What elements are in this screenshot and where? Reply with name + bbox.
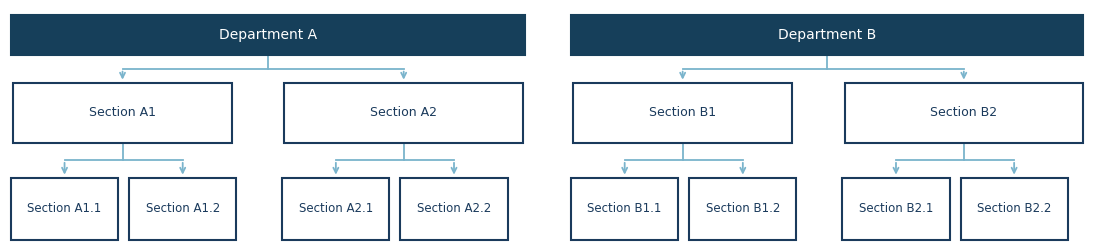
Text: Section B2.2: Section B2.2 [977, 202, 1051, 215]
Text: Section B1: Section B1 [649, 106, 717, 119]
Text: Section A2.1: Section A2.1 [299, 202, 373, 215]
FancyBboxPatch shape [842, 178, 950, 240]
FancyBboxPatch shape [689, 178, 796, 240]
Text: Department A: Department A [219, 28, 317, 42]
FancyBboxPatch shape [845, 82, 1083, 142]
FancyBboxPatch shape [400, 178, 508, 240]
Text: Section A1.2: Section A1.2 [146, 202, 220, 215]
FancyBboxPatch shape [129, 178, 236, 240]
Text: Section A1.1: Section A1.1 [27, 202, 102, 215]
Text: Section B2: Section B2 [930, 106, 998, 119]
FancyBboxPatch shape [571, 15, 1083, 55]
Text: Section A2.2: Section A2.2 [417, 202, 491, 215]
Text: Section B2.1: Section B2.1 [859, 202, 933, 215]
FancyBboxPatch shape [11, 178, 118, 240]
Text: Section B1.2: Section B1.2 [706, 202, 780, 215]
FancyBboxPatch shape [961, 178, 1068, 240]
FancyBboxPatch shape [11, 15, 525, 55]
FancyBboxPatch shape [284, 82, 523, 142]
FancyBboxPatch shape [571, 178, 678, 240]
FancyBboxPatch shape [13, 82, 232, 142]
Text: Section A1: Section A1 [89, 106, 156, 119]
FancyBboxPatch shape [573, 82, 792, 142]
Text: Department B: Department B [778, 28, 876, 42]
Text: Section A2: Section A2 [370, 106, 438, 119]
Text: Section B1.1: Section B1.1 [587, 202, 662, 215]
FancyBboxPatch shape [282, 178, 389, 240]
